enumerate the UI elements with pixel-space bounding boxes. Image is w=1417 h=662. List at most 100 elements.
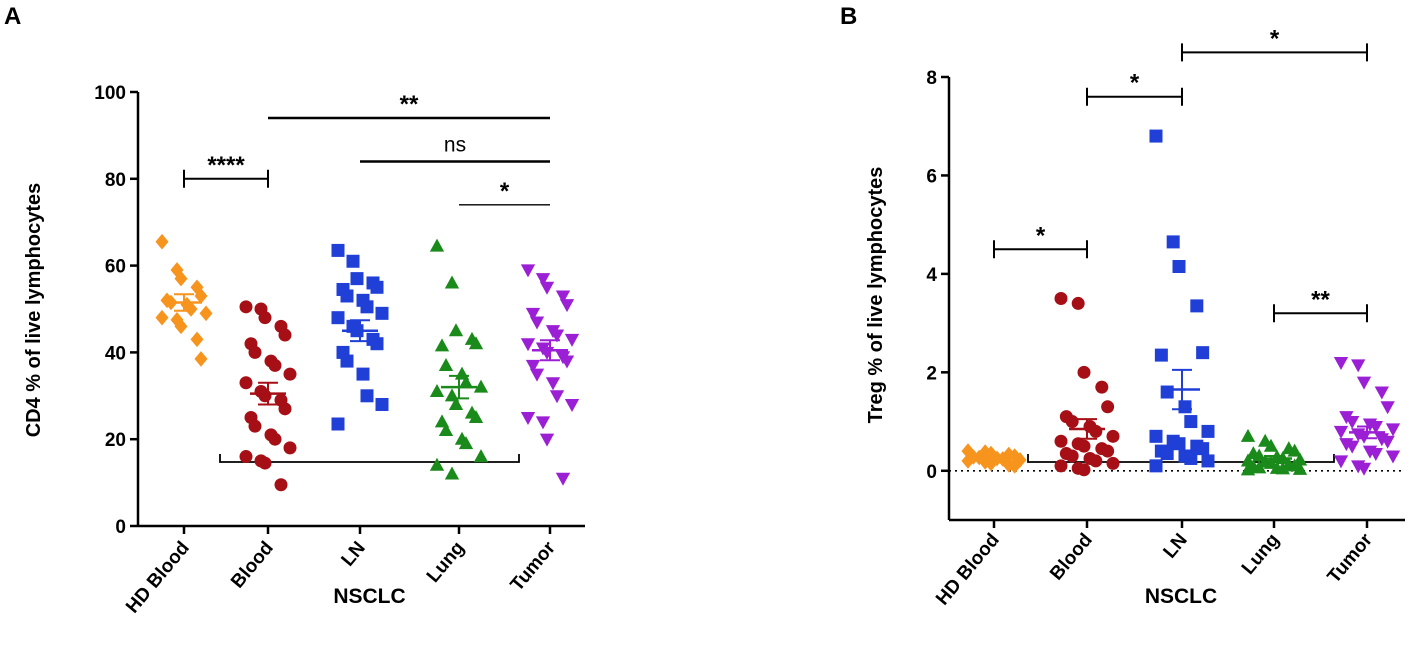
significance-lung-tumor: **	[1273, 286, 1368, 323]
data-point	[258, 311, 272, 325]
data-point	[190, 331, 204, 348]
significance-hd-blood-blood: *	[993, 222, 1088, 259]
data-point	[340, 354, 354, 368]
y-tick-label: 40	[105, 343, 126, 364]
x-tick-label-lung: Lung	[423, 538, 469, 587]
data-point	[375, 306, 389, 320]
data-point	[278, 402, 292, 416]
data-point	[458, 375, 474, 389]
data-point	[1351, 359, 1366, 373]
significance-label: ns	[444, 133, 466, 156]
data-point	[1054, 459, 1068, 473]
data-point	[258, 389, 272, 403]
data-point	[360, 389, 374, 403]
data-point	[529, 368, 545, 382]
group-bracket	[219, 454, 520, 463]
significance-blood-ln: *	[1086, 70, 1183, 106]
data-point	[549, 390, 565, 404]
data-point	[1380, 401, 1395, 415]
data-point	[1172, 437, 1186, 451]
significance-label: *	[1130, 70, 1140, 97]
x-tick-label-hd-blood: HD Blood	[122, 538, 194, 618]
data-point	[984, 445, 998, 462]
data-point	[1287, 443, 1302, 457]
x-tick-label-blood: Blood	[227, 538, 278, 593]
data-point	[961, 453, 975, 469]
series-tumor	[1333, 356, 1401, 476]
y-tick-label: 8	[926, 68, 937, 89]
data-point	[1275, 461, 1290, 475]
data-point	[248, 345, 262, 359]
data-point	[1345, 440, 1360, 454]
x-tick-label-lung: Lung	[1238, 530, 1284, 579]
data-point	[429, 457, 445, 471]
data-point	[239, 376, 253, 390]
significance-bar	[183, 169, 269, 188]
data-point	[448, 323, 464, 337]
significance-label: *	[1036, 222, 1046, 249]
x-tick-label-tumor: Tumor	[507, 537, 561, 595]
chart-panel-b: 0 2 4 6 8 HD Blood Blood LN Lung Tumor Treg % of l…	[865, 25, 1405, 610]
data-point	[1089, 454, 1103, 468]
data-point	[555, 290, 571, 304]
data-point	[1345, 416, 1360, 430]
data-point	[1240, 462, 1256, 476]
group-label: NSCLC	[1145, 585, 1217, 608]
data-point	[1013, 452, 1027, 468]
significance-label: ****	[207, 152, 245, 179]
data-point	[278, 328, 292, 342]
data-point	[555, 472, 571, 486]
data-point	[1089, 424, 1103, 438]
data-point	[1252, 460, 1267, 474]
significance-blood-tumor: **	[268, 91, 550, 120]
x-tick-label-ln: LN	[337, 538, 369, 571]
data-point	[1333, 455, 1349, 469]
data-point	[1160, 447, 1174, 461]
data-point	[370, 280, 384, 294]
series-blood	[239, 300, 297, 492]
data-point	[268, 432, 282, 446]
data-point	[155, 309, 169, 326]
significance-label: *	[500, 178, 510, 205]
data-point	[346, 254, 360, 268]
series-hd-blood	[961, 443, 1027, 474]
data-point	[258, 456, 272, 470]
data-point	[1149, 459, 1163, 473]
data-point	[274, 478, 288, 492]
data-point	[1184, 415, 1198, 429]
data-point	[1356, 462, 1372, 476]
data-point	[1077, 365, 1091, 379]
data-point	[1065, 415, 1079, 429]
data-point	[564, 398, 580, 412]
y-tick-label: 80	[105, 170, 126, 191]
data-point	[520, 338, 536, 352]
significance-ln-tumor: *	[1181, 25, 1368, 62]
data-point	[1333, 356, 1349, 370]
data-point	[448, 397, 464, 411]
x-tick-label-hd-blood: HD Blood	[932, 530, 1004, 610]
data-point	[438, 357, 454, 371]
data-point	[1190, 299, 1204, 313]
data-point	[1196, 442, 1210, 456]
data-point	[340, 289, 354, 303]
data-point	[248, 419, 262, 433]
data-point	[525, 307, 541, 321]
significance-label: *	[1270, 25, 1280, 52]
y-tick-label: 20	[105, 430, 126, 451]
data-point	[1333, 425, 1349, 439]
data-point	[535, 273, 551, 287]
data-point	[1166, 235, 1180, 249]
data-point	[194, 351, 208, 367]
data-point	[1292, 461, 1308, 475]
data-point	[529, 316, 545, 330]
data-point	[1196, 346, 1210, 360]
data-point	[1077, 439, 1091, 453]
data-point	[1054, 434, 1068, 448]
significance-hd-blood-blood: ****	[183, 152, 269, 188]
data-point	[520, 264, 536, 278]
data-point	[1077, 463, 1091, 477]
data-point	[559, 355, 575, 369]
data-point	[1149, 429, 1163, 443]
y-tick-label: 6	[926, 166, 937, 187]
